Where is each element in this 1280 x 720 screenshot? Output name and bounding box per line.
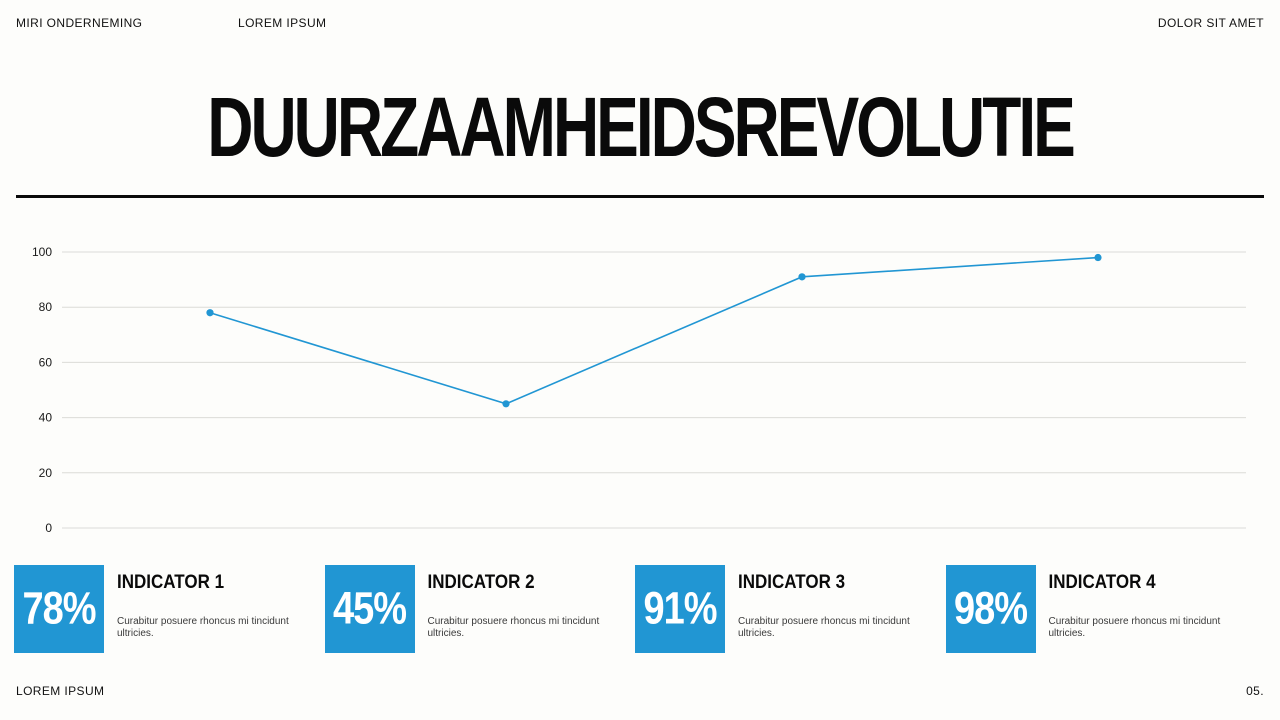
indicator-4-value: 98%: [953, 583, 1028, 634]
indicator-2-value: 45%: [332, 583, 407, 634]
indicator-2-value-box: 45%: [324, 565, 415, 653]
indicator-card-2: 45% INDICATOR 2 Curabitur posuere rhoncu…: [324, 565, 618, 653]
svg-text:80: 80: [39, 300, 53, 314]
indicator-1-description: Curabitur posuere rhoncus mi tincidunt u…: [117, 616, 289, 639]
line-chart-svg: 0 20 40 60 80 100: [32, 245, 1246, 535]
indicator-4-value-box: 98%: [945, 565, 1036, 653]
header-tagline: DOLOR SIT AMET: [1157, 16, 1264, 30]
indicator-1-label: INDICATOR 1: [117, 571, 225, 593]
indicator-card-4: 98% INDICATOR 4 Curabitur posuere rhoncu…: [945, 565, 1239, 653]
indicator-3-description: Curabitur posuere rhoncus mi tincidunt u…: [738, 616, 910, 639]
indicator-1-value-box: 78%: [14, 565, 104, 653]
header-subtitle: LOREM IPSUM: [238, 16, 327, 30]
indicator-2-description: Curabitur posuere rhoncus mi tincidunt u…: [427, 616, 600, 639]
indicator-4-label: INDICATOR 4: [1048, 571, 1156, 593]
indicator-4-description: Curabitur posuere rhoncus mi tincidunt u…: [1048, 616, 1221, 639]
indicator-3-value-box: 91%: [635, 565, 725, 653]
indicator-cards: 78% INDICATOR 1 Curabitur posuere rhoncu…: [14, 565, 1238, 653]
indicator-1-value: 78%: [22, 583, 96, 634]
page-number: 05.: [1246, 684, 1264, 698]
indicator-3-label: INDICATOR 3: [738, 571, 846, 593]
indicator-2-label: INDICATOR 2: [427, 571, 535, 593]
svg-text:20: 20: [39, 466, 53, 480]
line-chart: 0 20 40 60 80 100: [16, 238, 1256, 544]
footer: LOREM IPSUM 05.: [16, 684, 1264, 698]
svg-text:40: 40: [39, 411, 53, 425]
indicator-card-3: 91% INDICATOR 3 Curabitur posuere rhoncu…: [635, 565, 928, 653]
footer-label: LOREM IPSUM: [16, 684, 105, 698]
svg-text:100: 100: [32, 245, 52, 259]
svg-text:0: 0: [45, 521, 52, 535]
svg-text:60: 60: [39, 355, 53, 369]
header-company-name: MIRI ONDERNEMING: [16, 16, 143, 30]
title-divider: [16, 195, 1264, 198]
indicator-3-value: 91%: [643, 583, 717, 634]
header: MIRI ONDERNEMING LOREM IPSUM DOLOR SIT A…: [16, 16, 1264, 32]
page-title: DUURZAAMHEIDSREVOLUTIE: [207, 79, 1076, 175]
indicator-card-1: 78% INDICATOR 1 Curabitur posuere rhoncu…: [14, 565, 307, 653]
